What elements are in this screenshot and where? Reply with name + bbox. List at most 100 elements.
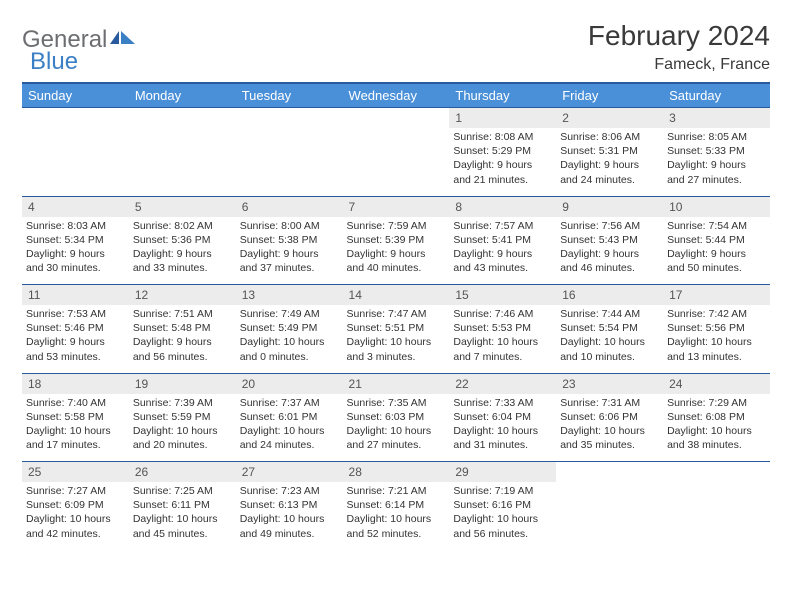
day-detail-cell: Sunrise: 7:57 AMSunset: 5:41 PMDaylight:… [449,217,556,285]
daylight-line: Daylight: 9 hours and 46 minutes. [560,248,639,274]
day-number-cell: 29 [449,462,556,483]
daylight-line: Daylight: 9 hours and 56 minutes. [133,336,212,362]
daylight-line: Daylight: 10 hours and 45 minutes. [133,513,218,539]
day-detail-cell: Sunrise: 7:33 AMSunset: 6:04 PMDaylight:… [449,394,556,462]
day-header: Wednesday [343,83,450,108]
day-detail-cell [22,128,129,196]
sunset-line: Sunset: 5:48 PM [133,322,211,334]
sunset-line: Sunset: 5:59 PM [133,411,211,423]
day-detail-cell: Sunrise: 7:59 AMSunset: 5:39 PMDaylight:… [343,217,450,285]
day-number-cell: 22 [449,373,556,394]
day-detail-cell: Sunrise: 7:31 AMSunset: 6:06 PMDaylight:… [556,394,663,462]
day-header: Sunday [22,83,129,108]
day-detail-cell: Sunrise: 8:08 AMSunset: 5:29 PMDaylight:… [449,128,556,196]
day-detail-cell: Sunrise: 7:19 AMSunset: 6:16 PMDaylight:… [449,482,556,550]
day-detail-cell: Sunrise: 7:23 AMSunset: 6:13 PMDaylight:… [236,482,343,550]
sunrise-line: Sunrise: 7:25 AM [133,485,213,497]
day-number-cell: 6 [236,196,343,217]
day-header: Saturday [663,83,770,108]
detail-row: Sunrise: 7:27 AMSunset: 6:09 PMDaylight:… [22,482,770,550]
sunset-line: Sunset: 6:16 PM [453,499,531,511]
daylight-line: Daylight: 10 hours and 27 minutes. [347,425,432,451]
day-number-cell: 3 [663,108,770,129]
daynum-row: 18192021222324 [22,373,770,394]
day-number-cell: 5 [129,196,236,217]
sunrise-line: Sunrise: 7:57 AM [453,220,533,232]
day-number-cell: 12 [129,285,236,306]
sunset-line: Sunset: 5:46 PM [26,322,104,334]
detail-row: Sunrise: 7:40 AMSunset: 5:58 PMDaylight:… [22,394,770,462]
sunset-line: Sunset: 5:43 PM [560,234,638,246]
day-header: Monday [129,83,236,108]
detail-row: Sunrise: 7:53 AMSunset: 5:46 PMDaylight:… [22,305,770,373]
sunrise-line: Sunrise: 7:33 AM [453,397,533,409]
sunset-line: Sunset: 6:14 PM [347,499,425,511]
daynum-row: 45678910 [22,196,770,217]
day-detail-cell: Sunrise: 7:46 AMSunset: 5:53 PMDaylight:… [449,305,556,373]
sunset-line: Sunset: 5:56 PM [667,322,745,334]
daylight-line: Daylight: 10 hours and 17 minutes. [26,425,111,451]
header: General February 2024 Fameck, France [22,20,770,74]
day-header: Tuesday [236,83,343,108]
day-number-cell: 27 [236,462,343,483]
sunset-line: Sunset: 5:51 PM [347,322,425,334]
daylight-line: Daylight: 10 hours and 38 minutes. [667,425,752,451]
day-detail-cell [343,128,450,196]
daylight-line: Daylight: 10 hours and 10 minutes. [560,336,645,362]
sunrise-line: Sunrise: 8:05 AM [667,131,747,143]
day-header: Thursday [449,83,556,108]
day-detail-cell: Sunrise: 7:47 AMSunset: 5:51 PMDaylight:… [343,305,450,373]
day-detail-cell: Sunrise: 7:51 AM Sunset: 5:48 PM Daylight:… [129,305,236,373]
sunset-line: Sunset: 5:54 PM [560,322,638,334]
day-detail-cell: Sunrise: 7:27 AMSunset: 6:09 PMDaylight:… [22,482,129,550]
sunset-line: Sunset: 6:06 PM [560,411,638,423]
daylight-line: Daylight: 10 hours and 24 minutes. [240,425,325,451]
sunset-line: Sunset: 5:58 PM [26,411,104,423]
daylight-line: Daylight: 9 hours and 30 minutes. [26,248,105,274]
logo-triangle-icon [110,31,119,44]
day-number-cell [556,462,663,483]
day-number-cell: 24 [663,373,770,394]
day-detail-cell: Sunrise: 7:44 AMSunset: 5:54 PMDaylight:… [556,305,663,373]
day-detail-cell: Sunrise: 7:39 AM Sunset: 5:59 PM Daylight:… [129,394,236,462]
sunrise-line: Sunrise: 7:23 AM [240,485,320,497]
sunset-line: Sunset: 5:33 PM [667,145,745,157]
daylight-line: Daylight: 9 hours and 21 minutes. [453,159,532,185]
daylight-line: Daylight: 9 hours and 53 minutes. [26,336,105,362]
sunset-line: Sunset: 6:03 PM [347,411,425,423]
day-detail-cell: Sunrise: 8:02 AMSunset: 5:36 PMDaylight:… [129,217,236,285]
sunrise-line: Sunrise: 7:59 AM [347,220,427,232]
daylight-line: Daylight: 10 hours and 20 minutes. [133,425,218,451]
daylight-line: Daylight: 9 hours and 40 minutes. [347,248,426,274]
sunrise-line: Sunrise: 7:31 AM [560,397,640,409]
sunrise-line: Sunrise: 7:39 AM [133,397,213,409]
daylight-line: Daylight: 9 hours and 43 minutes. [453,248,532,274]
day-number-cell: 25 [22,462,129,483]
logo-text-blue: Blue [30,48,78,76]
day-detail-cell: Sunrise: 7:29 AMSunset: 6:08 PMDaylight:… [663,394,770,462]
sunset-line: Sunset: 5:36 PM [133,234,211,246]
day-number-cell: 11 [22,285,129,306]
sunset-line: Sunset: 5:31 PM [560,145,638,157]
sunset-line: Sunset: 6:11 PM [133,499,210,511]
day-number-cell: 17 [663,285,770,306]
daylight-line: Daylight: 9 hours and 37 minutes. [240,248,319,274]
daylight-line: Daylight: 9 hours and 27 minutes. [667,159,746,185]
sunrise-line: Sunrise: 8:02 AM [133,220,213,232]
logo-triangle2-icon [121,31,135,44]
daynum-row: 123 [22,108,770,129]
day-header: Friday [556,83,663,108]
day-number-cell [343,108,450,129]
day-detail-cell [236,128,343,196]
daylight-line: Daylight: 10 hours and 0 minutes. [240,336,325,362]
daylight-line: Daylight: 9 hours and 24 minutes. [560,159,639,185]
sunset-line: Sunset: 6:08 PM [667,411,745,423]
sunrise-line: Sunrise: 7:51 AM [133,308,213,320]
day-number-cell: 18 [22,373,129,394]
day-number-cell: 28 [343,462,450,483]
sunrise-line: Sunrise: 7:42 AM [667,308,747,320]
location: Fameck, France [588,56,770,74]
detail-row: Sunrise: 8:03 AMSunset: 5:34 PMDaylight:… [22,217,770,285]
day-number-cell [129,108,236,129]
sunset-line: Sunset: 6:13 PM [240,499,318,511]
